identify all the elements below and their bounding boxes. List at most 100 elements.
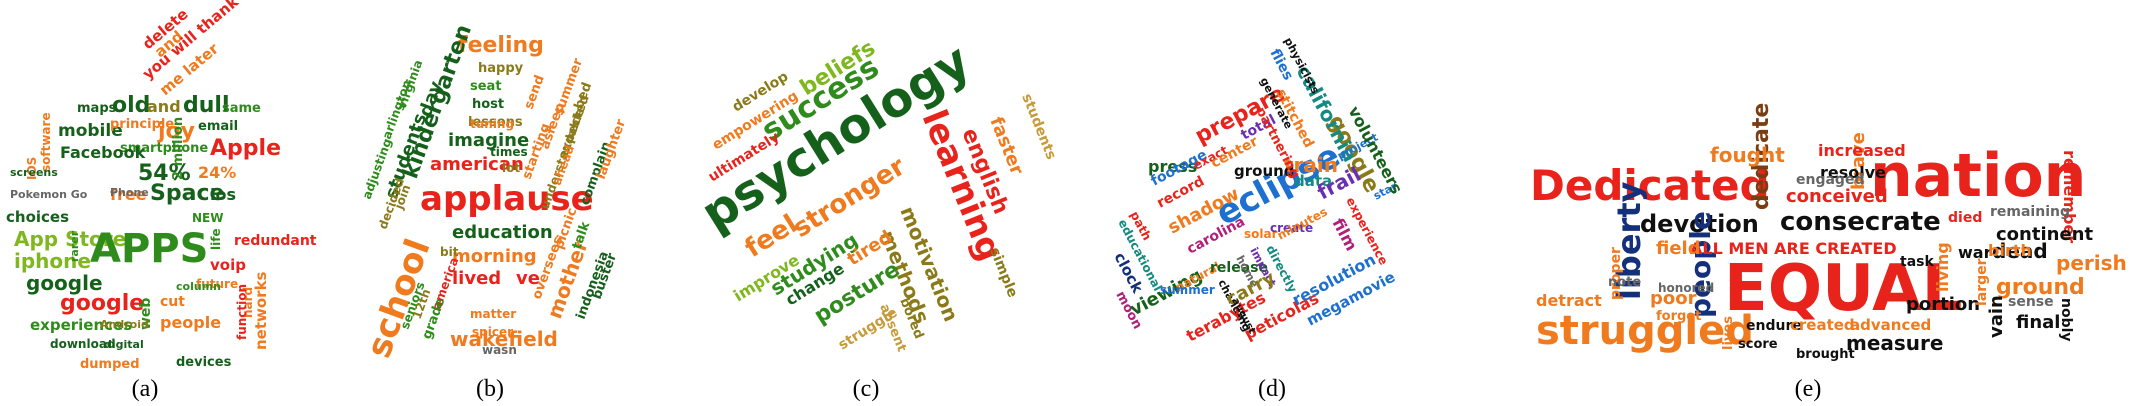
word: brought xyxy=(1796,347,1855,362)
word: ios xyxy=(210,185,236,204)
word: nobly xyxy=(2058,298,2074,342)
word: dedicate xyxy=(1749,103,1774,210)
word: larger xyxy=(1974,258,1990,306)
word: data xyxy=(1294,172,1332,190)
word: and xyxy=(147,97,181,116)
word: iphone xyxy=(14,249,91,273)
word: feeling xyxy=(458,33,544,58)
word: lives xyxy=(1721,316,1736,350)
word: voip xyxy=(210,256,246,274)
word: remember xyxy=(2060,150,2079,243)
word: maps xyxy=(77,101,117,116)
word: war xyxy=(1958,243,1992,262)
word: Space xyxy=(150,181,224,206)
word: 24% xyxy=(198,163,236,182)
word: Dedicated xyxy=(1530,161,1770,210)
word: education xyxy=(452,222,553,243)
word: mobile xyxy=(58,121,123,141)
word: times xyxy=(490,145,528,159)
word: created xyxy=(1790,316,1855,334)
word: column xyxy=(176,280,221,293)
word: choices xyxy=(6,208,69,226)
word: consecrate xyxy=(1780,207,1941,237)
word: liberty xyxy=(1610,181,1648,300)
word-cloud-b: feeling happy seat host lessons imagine … xyxy=(359,21,629,363)
word: dead xyxy=(1992,239,2048,263)
word: lessons xyxy=(468,115,523,130)
panel-b: feeling happy seat host lessons imagine … xyxy=(359,21,629,402)
word: simple xyxy=(986,246,1020,300)
word: sense xyxy=(2008,294,2054,310)
word: create xyxy=(1270,221,1313,235)
word: imagine xyxy=(448,130,529,151)
word: life xyxy=(209,228,223,250)
word: note xyxy=(1608,275,1641,290)
panel-d: eclipse google california prepare train … xyxy=(1110,35,1406,402)
word: web xyxy=(138,298,154,330)
word: APPS xyxy=(90,226,208,272)
panel-c: psychology learning success beliefs engl… xyxy=(692,33,1059,402)
word: train xyxy=(1284,153,1338,177)
word: endure xyxy=(1746,318,1802,334)
word: forget xyxy=(1656,309,1701,324)
word: principle xyxy=(110,117,174,132)
word-cloud-a: delete and you will thank me later maps … xyxy=(6,0,317,372)
word: google xyxy=(60,291,144,316)
word: ground xyxy=(1234,162,1295,180)
word: remaining xyxy=(1990,204,2070,220)
word: download xyxy=(50,337,116,351)
panel-b-caption: (b) xyxy=(476,376,504,402)
word: proper xyxy=(1608,247,1624,300)
word: final xyxy=(2016,312,2060,333)
word: solar xyxy=(1244,227,1278,241)
word: devices xyxy=(176,355,232,370)
word: score xyxy=(1738,337,1778,352)
word: host xyxy=(472,97,504,112)
word: devotion xyxy=(1640,210,1759,238)
word: same xyxy=(222,101,261,116)
panel-a-caption: (a) xyxy=(132,376,159,402)
panel-e-caption: (e) xyxy=(1795,376,1822,402)
word: seat xyxy=(470,79,502,94)
word: smartphone xyxy=(120,141,208,156)
word: press xyxy=(1148,157,1197,176)
word: matter xyxy=(470,307,516,321)
word-cloud-d: eclipse google california prepare train … xyxy=(1110,35,1406,345)
word: 2 million xyxy=(171,117,186,180)
word: google xyxy=(26,271,103,295)
word: people xyxy=(160,313,221,332)
panel-e: EQUAL nation Dedicated struggled consecr… xyxy=(1530,103,2127,402)
word: ALL MEN ARE CREATED xyxy=(1690,239,1897,258)
word: rarer xyxy=(68,230,81,262)
word: honored xyxy=(1658,281,1714,295)
panel-c-caption: (c) xyxy=(853,376,880,402)
word: joy xyxy=(157,119,195,144)
word: networks xyxy=(252,271,270,350)
word: lot xyxy=(502,161,520,175)
word: increased xyxy=(1818,141,1906,160)
word: wakefield xyxy=(450,327,558,351)
word: portion xyxy=(1906,294,1980,315)
word: release xyxy=(1210,260,1268,276)
word: vain xyxy=(1986,295,2007,338)
word: NEW xyxy=(192,211,223,225)
word: conceived xyxy=(1786,186,1888,207)
word-cloud-e: EQUAL nation Dedicated struggled consecr… xyxy=(1530,103,2127,362)
word-cloud-c: psychology learning success beliefs engl… xyxy=(692,33,1059,354)
word: Android xyxy=(100,318,149,331)
word: struggled xyxy=(1536,308,1754,354)
word: IOS xyxy=(25,157,39,180)
word: continent xyxy=(1996,224,2093,245)
word: Facebook xyxy=(60,143,146,162)
word: dull xyxy=(183,93,230,118)
word: ground xyxy=(1996,275,2085,300)
word: happy xyxy=(478,61,524,76)
panel-a: delete and you will thank me later maps … xyxy=(6,0,317,402)
word: function xyxy=(235,284,249,340)
word: send xyxy=(522,73,548,111)
word: applause xyxy=(420,179,594,219)
word: died xyxy=(1948,210,1982,226)
word: redundant xyxy=(234,233,317,249)
word: old xyxy=(112,93,150,118)
word: nation xyxy=(1870,141,2086,211)
